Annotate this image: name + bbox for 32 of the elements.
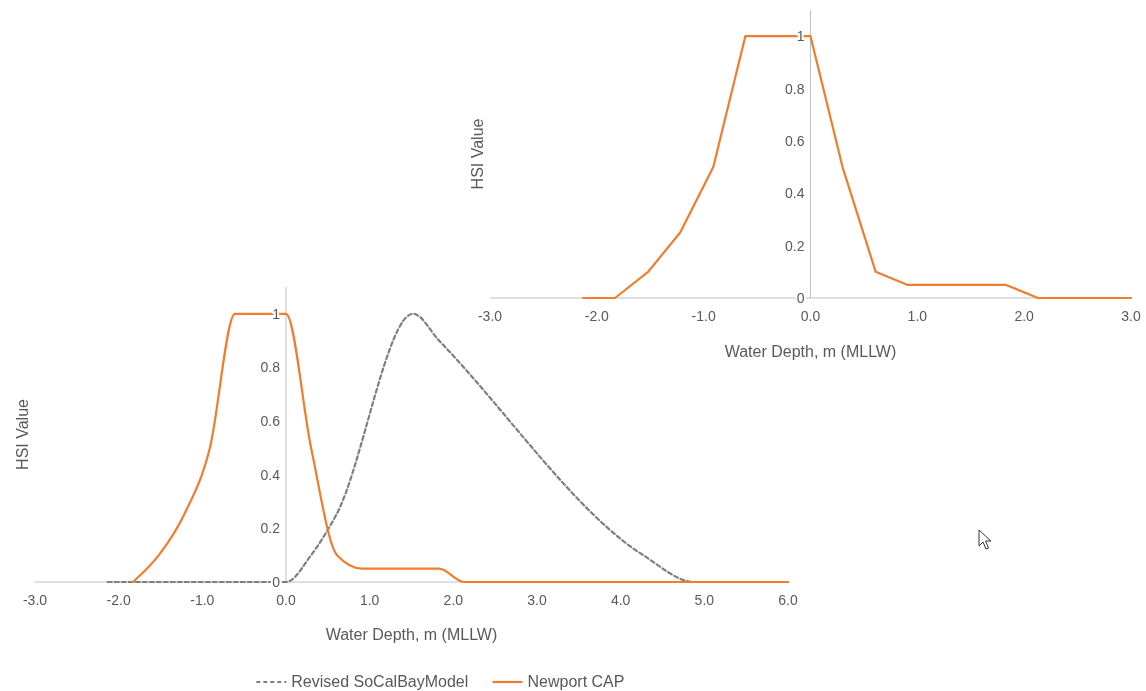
x-tick-label: 1.0 (359, 592, 380, 608)
x-tick-label: -3.0 (22, 592, 48, 608)
x-tick-label: -2.0 (106, 592, 131, 608)
y-tick-label: 0.4 (785, 185, 805, 202)
x-tick-label: -1.0 (691, 308, 716, 324)
x-tick-label: -2.0 (584, 308, 610, 324)
x-tick-label: 4.0 (610, 592, 631, 608)
x-tick-label: 0.0 (276, 592, 296, 608)
x-tick-label: 5.0 (694, 592, 715, 608)
x-tick-label: 3.0 (527, 592, 547, 608)
y-tick-label: 0.4 (260, 466, 281, 483)
x-tick-label: 2.0 (1014, 308, 1035, 324)
y-tick-label: 0.8 (785, 80, 805, 97)
y-tick-label: 0 (796, 290, 805, 306)
x-tick-label: -1.0 (190, 592, 215, 608)
x-tick-label: 2.0 (443, 592, 464, 608)
y-tick-label: 0.8 (260, 359, 281, 376)
legend-label: Revised SoCalBayModel (291, 673, 469, 690)
y-axis-title: HSI Value (469, 118, 486, 190)
y-axis-title: HSI Value (14, 398, 31, 470)
x-tick-label: 0.0 (800, 308, 821, 324)
y-tick-label: 0.6 (260, 413, 281, 430)
x-axis-title: Water Depth, m (MLLW) (724, 343, 897, 360)
x-tick-label: 1.0 (907, 308, 928, 324)
y-tick-label: 0.2 (785, 237, 805, 254)
x-tick-label: 3.0 (1121, 308, 1141, 324)
x-tick-label: 6.0 (778, 592, 798, 608)
x-tick-label: -3.0 (477, 308, 503, 324)
y-tick-label: 0.2 (260, 520, 281, 537)
x-axis-title: Water Depth, m (MLLW) (325, 626, 498, 643)
y-tick-label: 0.6 (785, 132, 805, 149)
legend-label: Newport CAP (527, 673, 625, 690)
